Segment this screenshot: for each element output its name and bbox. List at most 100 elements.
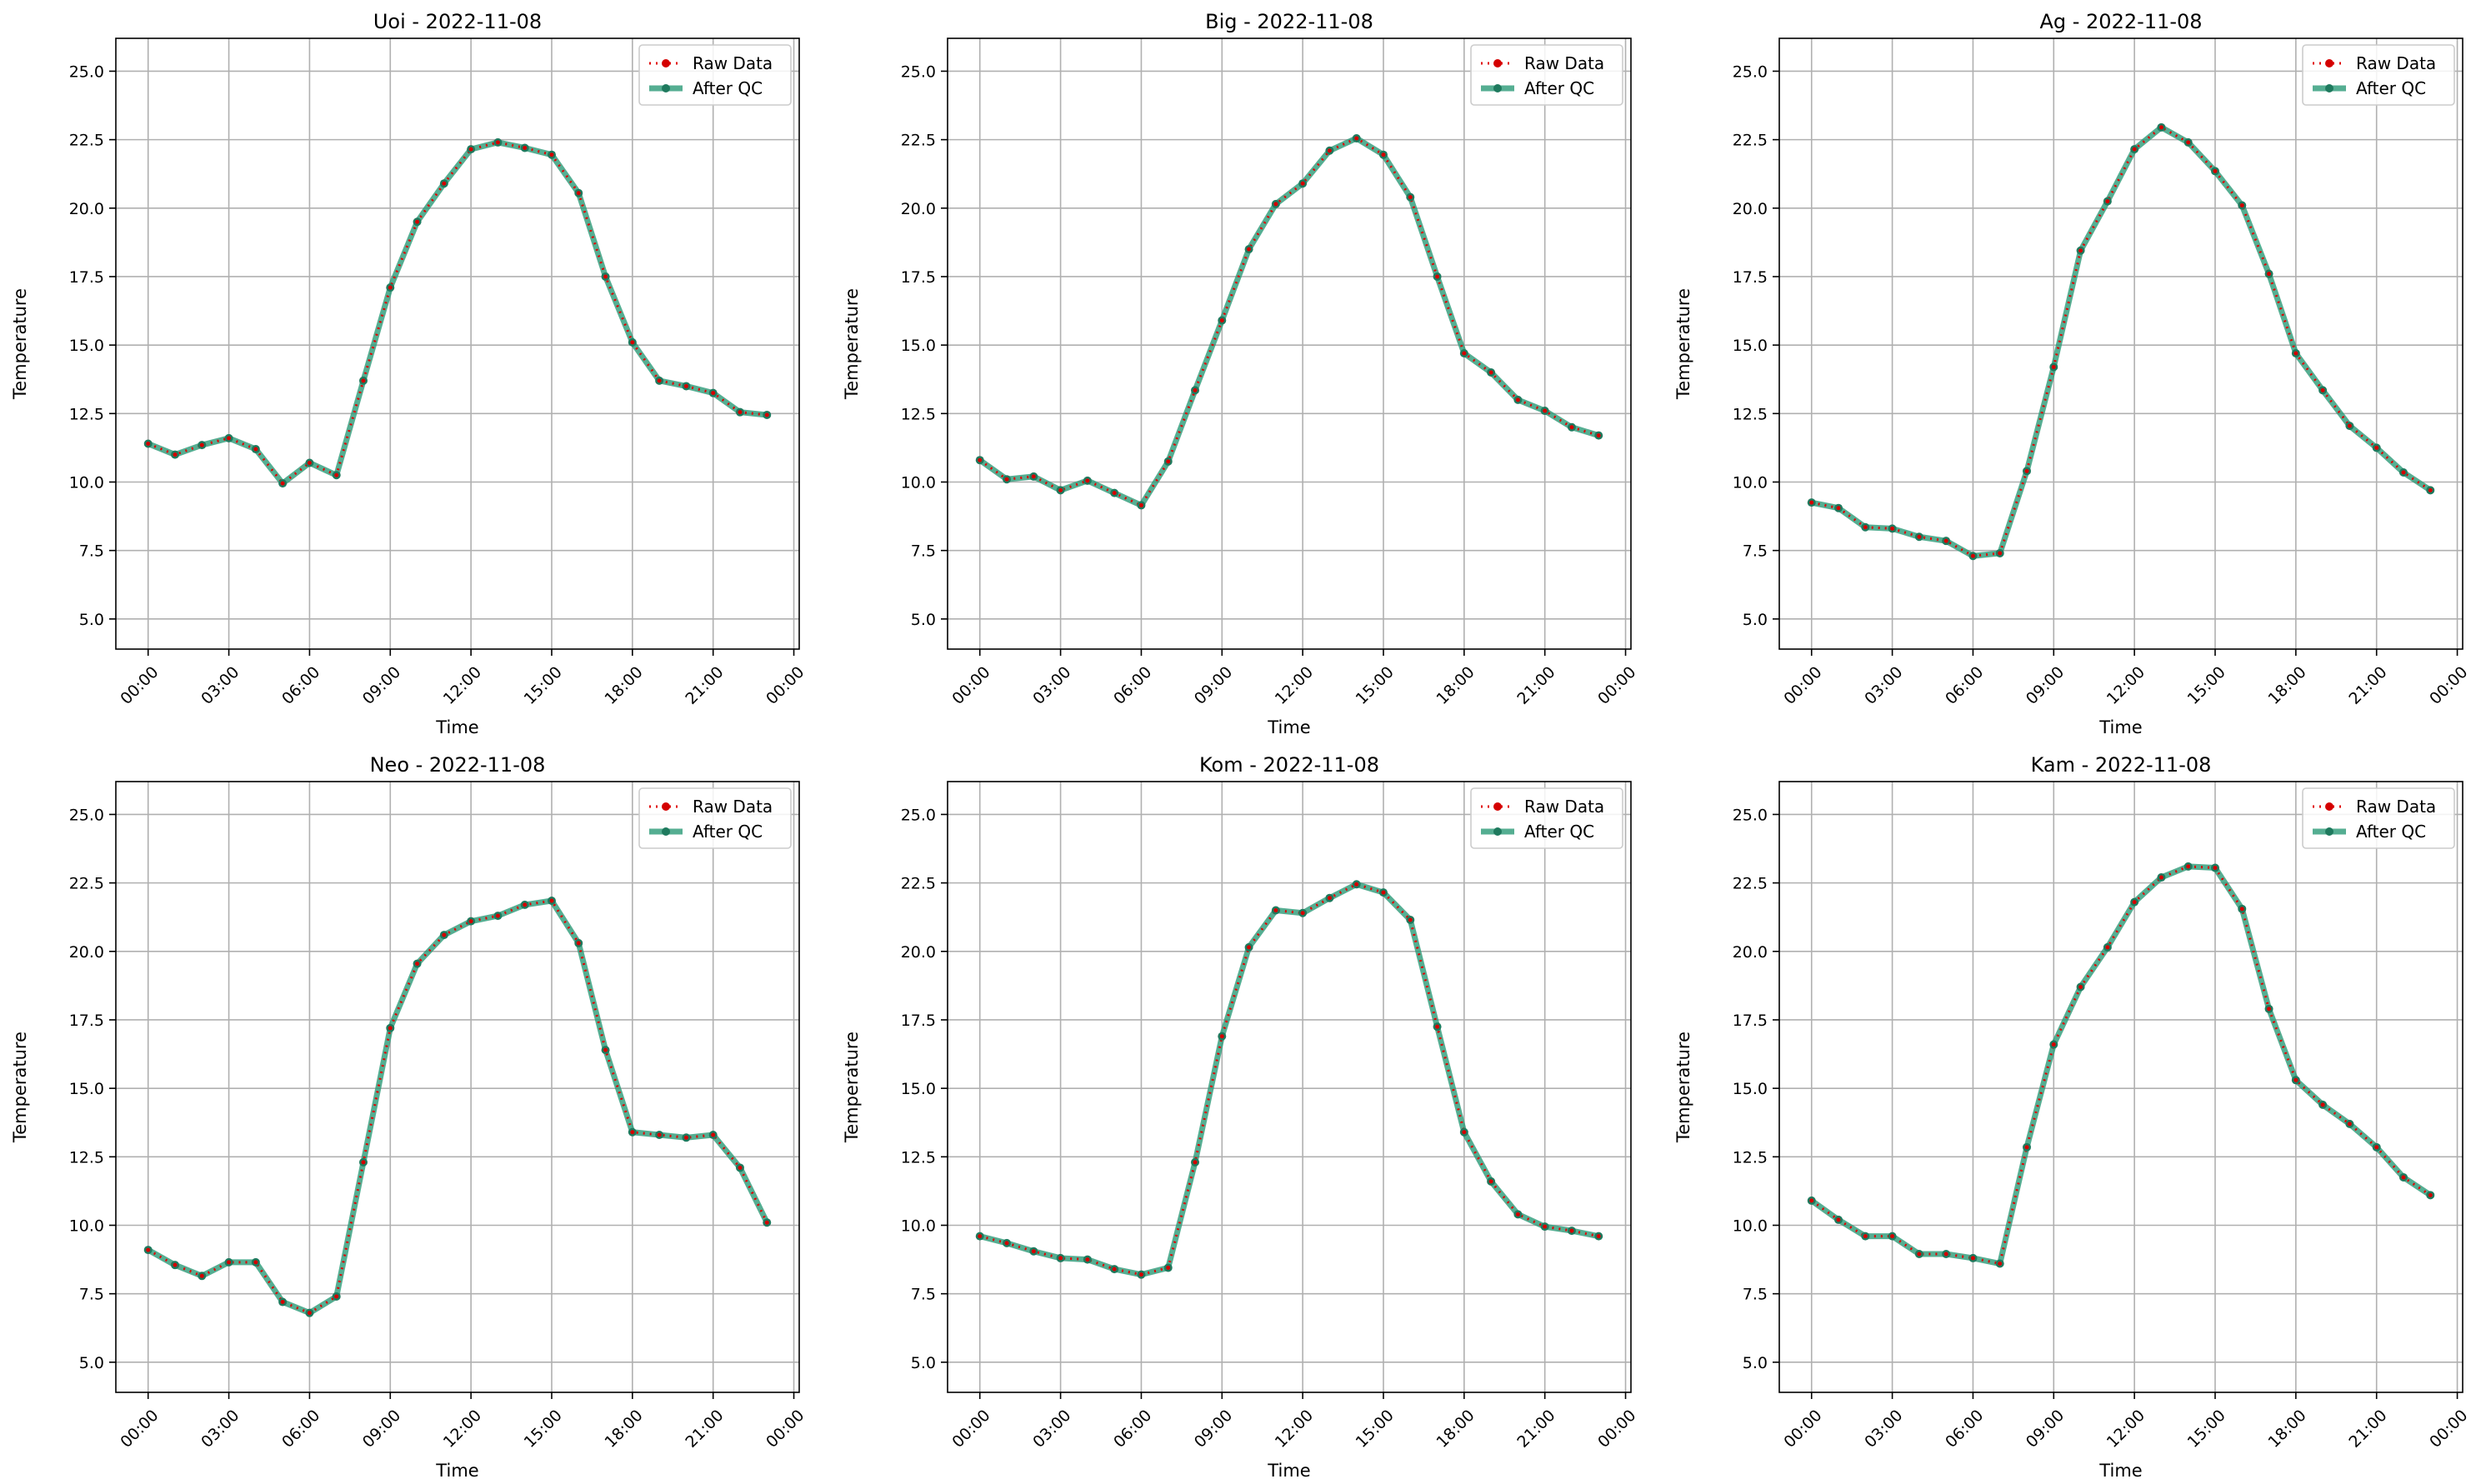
data-point-raw-data [1970,1256,1975,1261]
y-tick-label: 5.0 [1743,611,1768,629]
x-tick-label: 15:00 [521,663,566,708]
data-point-raw-data [1408,195,1413,200]
data-point-raw-data [1569,425,1574,430]
y-axis-label: Temperature [842,288,862,400]
data-point-raw-data [1004,477,1009,482]
data-point-raw-data [388,285,393,290]
data-point-raw-data [1863,1234,1868,1239]
data-point-raw-data [1031,1249,1036,1254]
legend-label-after-qc: After QC [1524,78,1594,98]
subplot-3: 00:00 03:00 06:00 09:00 12:00 15:00 18:00 21:00… [10,753,808,1481]
data-point-raw-data [442,932,447,937]
plot-frame [1778,781,2463,1393]
x-tick-label: 03:00 [1861,663,1906,708]
legend: Raw Data After QC [1470,44,1623,106]
plot-frame [1778,37,2463,650]
data-point-raw-data [1354,136,1359,141]
data-point-raw-data [1193,387,1198,392]
legend-label-raw-data: Raw Data [693,53,773,73]
data-point-raw-data [2213,866,2218,871]
data-point-raw-data [1247,247,1252,252]
x-tick-label: 18:00 [2264,1407,2309,1452]
data-point-raw-data [1809,1198,1814,1203]
y-tick-label: 15.0 [1733,1080,1768,1098]
x-axis-label: Time [1267,1461,1310,1481]
data-point-raw-data [2267,272,2272,277]
data-point-raw-data [523,902,528,907]
x-tick-label: 15:00 [1353,1407,1398,1452]
y-tick-label: 17.5 [901,1012,936,1030]
data-point-raw-data [738,1165,743,1170]
series-line-raw-data [148,141,768,486]
y-tick-label: 17.5 [901,268,936,287]
data-point-raw-data [1515,1212,1520,1217]
data-point-raw-data [711,1132,716,1137]
y-tick-label: 10.0 [69,473,104,492]
data-point-raw-data [1273,202,1278,207]
data-point-raw-data [1219,318,1224,323]
legend: Raw Data After QC [2302,787,2455,849]
x-tick-label: 09:00 [1191,1407,1236,1452]
x-tick-label: 18:00 [601,663,646,708]
y-tick-label: 15.0 [69,1080,104,1098]
legend-marker-after-qc [2325,827,2333,836]
data-point-raw-data [334,1294,339,1299]
x-tick-label: 09:00 [2023,663,2068,708]
data-point-raw-data [2024,468,2029,473]
y-tick-label: 12.5 [69,1148,104,1167]
y-tick-label: 7.5 [1743,542,1768,561]
data-point-raw-data [1596,433,1601,438]
chart-title: Kam - 2022-11-08 [2031,753,2212,777]
x-tick-label: 00:00 [1780,1407,1825,1452]
data-point-raw-data [2051,1042,2056,1047]
data-point-raw-data [1863,525,1868,530]
x-tick-label: 00:00 [117,1407,162,1452]
y-tick-label: 17.5 [1733,1012,1768,1030]
x-tick-label: 00:00 [1780,663,1825,708]
x-tick-label: 06:00 [1110,1407,1155,1452]
data-point-raw-data [2293,351,2298,356]
data-point-raw-data [2374,445,2379,450]
data-point-raw-data [2239,203,2244,208]
data-point-raw-data [1917,534,1922,539]
subplot-2: 00:00 03:00 06:00 09:00 12:00 15:00 18:00 21:00… [1673,10,2471,737]
x-tick-label: 15:00 [521,1407,566,1452]
y-tick-label: 5.0 [79,611,104,629]
x-tick-label: 00:00 [117,663,162,708]
legend-marker-raw-data [1493,802,1502,811]
series-line-raw-data [148,899,768,1315]
data-point-raw-data [1247,945,1252,950]
data-point-raw-data [2132,147,2137,152]
y-tick-label: 20.0 [69,943,104,962]
data-point-raw-data [307,1311,312,1316]
data-point-raw-data [2347,423,2352,428]
x-tick-label: 03:00 [198,663,243,708]
x-tick-label: 15:00 [1353,663,1398,708]
y-axis-label: Temperature [10,288,30,400]
y-tick-label: 15.0 [1733,337,1768,355]
y-axis-label: Temperature [842,1032,862,1143]
x-tick-label: 15:00 [2184,1407,2229,1452]
x-tick-label: 06:00 [278,1407,323,1452]
data-point-raw-data [495,140,500,145]
data-point-raw-data [1112,491,1117,496]
legend: Raw Data After QC [638,44,792,106]
plot-frame [115,37,800,650]
data-point-raw-data [1462,1130,1467,1135]
x-tick-label: 21:00 [682,1407,727,1452]
data-point-raw-data [630,1130,635,1135]
data-point-raw-data [1890,1234,1895,1239]
y-tick-label: 22.5 [1733,132,1768,150]
data-point-raw-data [1970,553,1975,558]
data-point-raw-data [738,410,743,415]
data-point-raw-data [2105,199,2110,204]
data-point-raw-data [1058,1256,1063,1261]
data-point-raw-data [2158,125,2163,130]
data-point-raw-data [1462,351,1467,356]
x-tick-label: 18:00 [601,1407,646,1452]
data-point-raw-data [361,1160,366,1165]
series-line-raw-data [978,137,1599,507]
data-point-raw-data [1836,506,1841,511]
legend-label-after-qc: After QC [693,822,763,842]
x-tick-label: 00:00 [2426,663,2471,708]
